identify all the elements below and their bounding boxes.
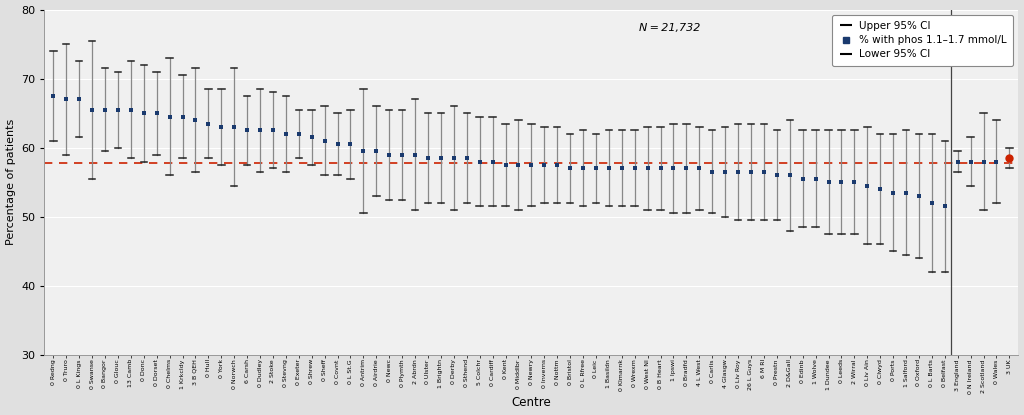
Legend: Upper 95% CI, % with phos 1.1–1.7 mmol/L, Lower 95% CI: Upper 95% CI, % with phos 1.1–1.7 mmol/L… xyxy=(833,15,1013,66)
Y-axis label: Percentage of patients: Percentage of patients xyxy=(5,119,15,245)
X-axis label: Centre: Centre xyxy=(511,396,551,410)
Text: N = 21,732: N = 21,732 xyxy=(639,23,699,33)
